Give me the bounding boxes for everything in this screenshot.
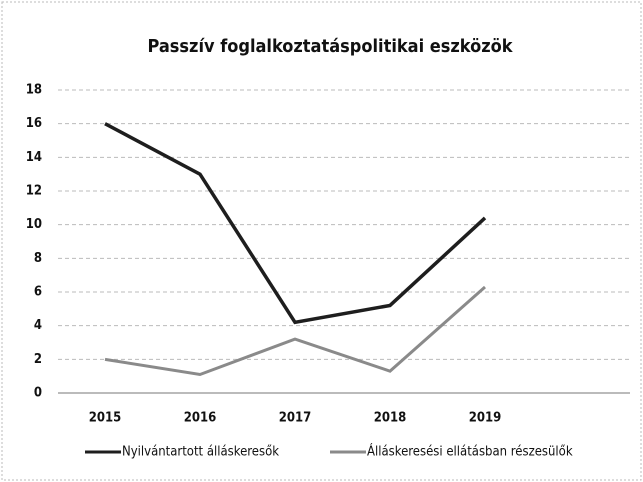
y-tick-label: 16 [26, 116, 42, 131]
series-line [104, 122, 487, 325]
y-tick-label: 18 [26, 83, 42, 98]
x-tick-label: 2016 [184, 411, 217, 426]
y-tick-label: 0 [34, 386, 42, 401]
series-line [104, 285, 486, 377]
y-tick-label: 12 [26, 184, 42, 199]
x-tick-label: 2015 [89, 411, 122, 426]
y-tick-label: 4 [34, 318, 42, 333]
x-tick-label: 2017 [279, 411, 312, 426]
legend-label: Álláskeresési ellátásban részesülők [367, 444, 573, 460]
legend-label: Nyilvántartott álláskeresők [122, 445, 279, 460]
y-tick-label: 8 [34, 251, 42, 266]
y-tick-label: 2 [34, 352, 42, 367]
y-tick-label: 14 [26, 150, 42, 165]
y-tick-label: 10 [26, 217, 42, 232]
x-tick-label: 2018 [374, 411, 407, 426]
x-tick-label: 2019 [469, 411, 502, 426]
y-tick-label: 6 [34, 285, 42, 300]
chart-title: Passzív foglalkoztatáspolitikai eszközök [147, 36, 513, 57]
